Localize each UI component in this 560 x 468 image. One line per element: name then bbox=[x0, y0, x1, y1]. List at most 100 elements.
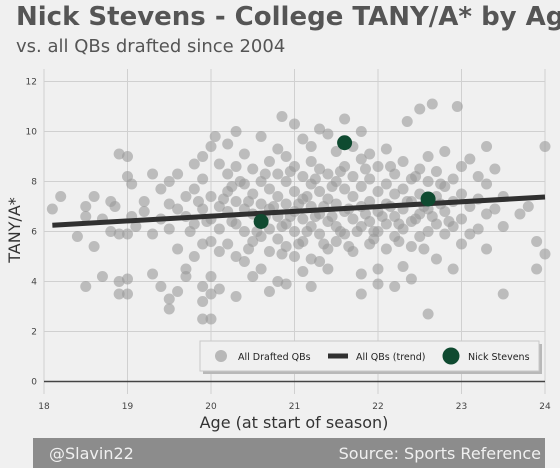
y-tick-label: 6 bbox=[31, 228, 37, 238]
point-all-qbs bbox=[122, 228, 133, 240]
point-all-qbs bbox=[226, 216, 238, 227]
y-tick-label: 8 bbox=[31, 178, 37, 188]
point-all-qbs bbox=[347, 171, 359, 182]
point-all-qbs bbox=[113, 228, 125, 240]
point-all-qbs bbox=[314, 163, 326, 175]
point-all-qbs bbox=[422, 176, 434, 187]
point-all-qbs bbox=[422, 308, 434, 320]
point-all-qbs bbox=[318, 238, 330, 250]
point-all-qbs bbox=[276, 221, 288, 232]
point-all-qbs bbox=[122, 151, 133, 162]
point-all-qbs bbox=[188, 183, 200, 195]
point-all-qbs bbox=[489, 163, 501, 175]
x-tick-label: 23 bbox=[456, 402, 467, 412]
point-all-qbs bbox=[46, 203, 58, 215]
point-all-qbs bbox=[163, 176, 175, 187]
point-all-qbs bbox=[297, 171, 309, 182]
x-tick-label: 19 bbox=[122, 402, 134, 412]
point-all-qbs bbox=[301, 191, 313, 202]
point-all-qbs bbox=[222, 168, 234, 180]
point-all-qbs bbox=[314, 228, 326, 240]
point-all-qbs bbox=[293, 198, 305, 210]
y-tick-label: 4 bbox=[31, 278, 37, 288]
point-all-qbs bbox=[263, 183, 275, 195]
point-all-qbs bbox=[238, 226, 250, 237]
point-all-qbs bbox=[472, 223, 484, 235]
point-all-qbs bbox=[272, 143, 284, 155]
x-tick-label: 20 bbox=[205, 402, 217, 412]
point-all-qbs bbox=[343, 241, 355, 252]
point-all-qbs bbox=[531, 236, 543, 247]
legend-box bbox=[199, 340, 540, 372]
point-all-qbs bbox=[456, 213, 467, 225]
point-all-qbs bbox=[96, 271, 108, 282]
point-all-qbs bbox=[355, 181, 367, 192]
point-all-qbs bbox=[213, 283, 225, 295]
footer-bar: @Slavin22 Source: Sports Reference bbox=[33, 438, 545, 468]
point-all-qbs bbox=[330, 146, 342, 157]
point-all-qbs bbox=[263, 246, 275, 257]
point-all-qbs bbox=[531, 263, 543, 275]
point-all-qbs bbox=[80, 281, 92, 292]
point-all-qbs bbox=[355, 126, 367, 137]
point-all-qbs bbox=[314, 186, 326, 197]
point-all-qbs bbox=[105, 226, 117, 237]
point-all-qbs bbox=[314, 123, 326, 135]
point-all-qbs bbox=[263, 156, 275, 167]
point-all-qbs bbox=[230, 291, 242, 302]
point-all-qbs bbox=[435, 178, 447, 190]
point-all-qbs bbox=[334, 166, 346, 177]
point-all-qbs bbox=[451, 101, 463, 112]
point-all-qbs bbox=[80, 201, 92, 212]
point-all-qbs bbox=[418, 243, 430, 255]
y-tick-label: 12 bbox=[26, 78, 37, 88]
point-all-qbs bbox=[309, 211, 321, 222]
point-all-qbs bbox=[197, 173, 209, 185]
point-all-qbs bbox=[393, 236, 405, 247]
point-all-qbs bbox=[226, 181, 238, 192]
point-all-qbs bbox=[71, 231, 83, 242]
point-all-qbs bbox=[380, 143, 392, 155]
legend-marker-all-qbs bbox=[215, 350, 227, 362]
point-all-qbs bbox=[234, 176, 246, 187]
point-all-qbs bbox=[238, 256, 250, 267]
point-all-qbs bbox=[380, 243, 392, 255]
point-all-qbs bbox=[113, 276, 125, 287]
x-tick-label: 21 bbox=[289, 402, 300, 412]
point-all-qbs bbox=[230, 196, 242, 207]
point-all-qbs bbox=[410, 171, 422, 182]
point-all-qbs bbox=[205, 191, 217, 202]
point-all-qbs bbox=[122, 273, 133, 285]
point-all-qbs bbox=[410, 213, 422, 225]
point-all-qbs bbox=[301, 226, 313, 237]
point-all-qbs bbox=[197, 281, 209, 292]
point-all-qbs bbox=[464, 228, 476, 240]
point-all-qbs bbox=[297, 133, 309, 145]
point-all-qbs bbox=[172, 286, 184, 297]
chart-subtitle: vs. all QBs drafted since 2004 bbox=[16, 36, 286, 57]
point-all-qbs bbox=[280, 198, 292, 210]
point-all-qbs bbox=[213, 158, 225, 170]
point-all-qbs bbox=[180, 271, 192, 282]
point-all-qbs bbox=[197, 238, 209, 250]
point-all-qbs bbox=[172, 203, 184, 215]
y-tick-labels: 0 2 4 6 8 10 12 bbox=[26, 78, 38, 388]
point-all-qbs bbox=[514, 208, 526, 220]
point-all-qbs bbox=[376, 211, 388, 222]
point-all-qbs bbox=[163, 223, 175, 235]
point-all-qbs bbox=[372, 161, 384, 172]
point-all-qbs bbox=[405, 241, 417, 252]
point-all-qbs bbox=[88, 191, 100, 202]
point-all-qbs bbox=[322, 168, 334, 180]
point-all-qbs bbox=[289, 118, 300, 130]
point-all-qbs bbox=[247, 271, 259, 282]
point-all-qbs bbox=[456, 188, 467, 200]
point-all-qbs bbox=[368, 233, 380, 245]
point-all-qbs bbox=[259, 168, 271, 180]
point-all-qbs bbox=[305, 141, 317, 152]
point-all-qbs bbox=[322, 128, 334, 140]
chart-title: Nick Stevens - College TANY/A* by Age bbox=[16, 2, 560, 32]
point-all-qbs bbox=[272, 276, 284, 287]
point-all-qbs bbox=[422, 151, 434, 162]
